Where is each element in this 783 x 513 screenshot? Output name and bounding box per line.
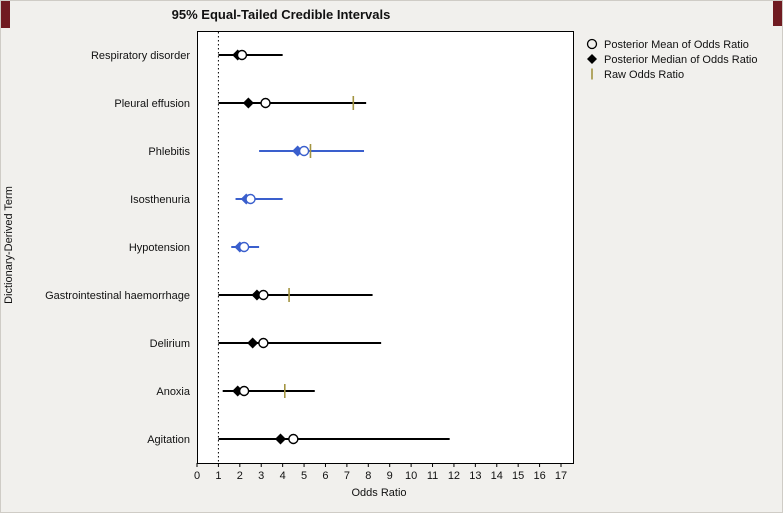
forest-row: Delirium bbox=[150, 337, 382, 350]
x-axis-title: Odds Ratio bbox=[351, 487, 407, 499]
open-circle-icon bbox=[586, 38, 598, 50]
forest-row: Pleural effusion bbox=[114, 96, 367, 110]
chart-title: 95% Equal-Tailed Credible Intervals bbox=[171, 7, 391, 22]
forest-row: Phlebitis bbox=[148, 144, 365, 158]
legend-label: Raw Odds Ratio bbox=[604, 69, 684, 81]
term-label: Agitation bbox=[147, 434, 190, 446]
x-axis-tick-label: 14 bbox=[491, 470, 503, 482]
forest-row: Isosthenuria bbox=[130, 193, 283, 206]
x-axis-tick-label: 16 bbox=[533, 470, 545, 482]
legend-label: Posterior Mean of Odds Ratio bbox=[604, 39, 749, 51]
window-chrome-fragment-left bbox=[1, 1, 10, 28]
posterior-median-marker[interactable] bbox=[242, 97, 254, 109]
posterior-mean-marker[interactable] bbox=[238, 385, 250, 397]
posterior-median-marker[interactable] bbox=[275, 433, 287, 445]
posterior-median-marker[interactable] bbox=[247, 337, 259, 349]
forest-row: Anoxia bbox=[156, 384, 315, 398]
x-axis-tick-label: 15 bbox=[512, 470, 524, 482]
posterior-mean-marker[interactable] bbox=[245, 193, 256, 205]
x-axis-tick-label: 12 bbox=[448, 470, 460, 482]
forest-row: Respiratory disorder bbox=[91, 49, 283, 62]
legend-item[interactable]: Raw Odds Ratio bbox=[591, 68, 684, 82]
x-axis-tick-label: 10 bbox=[405, 470, 417, 482]
forest-row: Hypotension bbox=[129, 241, 260, 254]
term-label: Delirium bbox=[150, 338, 190, 350]
term-label: Gastrointestinal haemorrhage bbox=[45, 290, 190, 302]
posterior-mean-marker[interactable] bbox=[258, 337, 269, 349]
posterior-mean-marker[interactable] bbox=[236, 49, 248, 61]
filled-diamond-icon bbox=[587, 54, 597, 64]
posterior-mean-marker[interactable] bbox=[298, 145, 310, 157]
forest-row: Agitation bbox=[147, 433, 450, 446]
term-label: Respiratory disorder bbox=[91, 50, 190, 62]
x-axis-tick-label: 17 bbox=[555, 470, 567, 482]
x-axis-tick-label: 7 bbox=[344, 470, 350, 482]
term-label: Anoxia bbox=[156, 386, 191, 398]
term-label: Phlebitis bbox=[148, 146, 190, 158]
x-axis-tick-label: 1 bbox=[215, 470, 221, 482]
posterior-mean-marker[interactable] bbox=[260, 97, 271, 109]
legend-item[interactable]: Posterior Median of Odds Ratio bbox=[587, 54, 757, 66]
term-label: Isosthenuria bbox=[130, 194, 191, 206]
term-label: Hypotension bbox=[129, 242, 190, 254]
x-axis-tick-label: 4 bbox=[280, 470, 286, 482]
forest-row: Gastrointestinal haemorrhage bbox=[45, 288, 373, 302]
x-axis-tick-label: 0 bbox=[194, 470, 200, 482]
x-axis-tick-label: 8 bbox=[365, 470, 371, 482]
legend-item[interactable]: Posterior Mean of Odds Ratio bbox=[586, 38, 749, 51]
window-chrome-fragment-right bbox=[773, 1, 782, 26]
x-axis-tick-label: 9 bbox=[387, 470, 393, 482]
x-axis-tick-label: 5 bbox=[301, 470, 307, 482]
posterior-mean-marker[interactable] bbox=[238, 241, 250, 253]
x-axis-tick-label: 11 bbox=[427, 470, 438, 482]
posterior-mean-marker[interactable] bbox=[258, 289, 269, 301]
x-axis-tick-label: 13 bbox=[469, 470, 481, 482]
term-label: Pleural effusion bbox=[114, 98, 190, 110]
x-axis-tick-label: 2 bbox=[237, 470, 243, 482]
x-axis-tick-label: 6 bbox=[322, 470, 328, 482]
legend-label: Posterior Median of Odds Ratio bbox=[604, 54, 757, 66]
x-axis-tick-label: 3 bbox=[258, 470, 264, 482]
posterior-mean-marker[interactable] bbox=[288, 433, 299, 445]
